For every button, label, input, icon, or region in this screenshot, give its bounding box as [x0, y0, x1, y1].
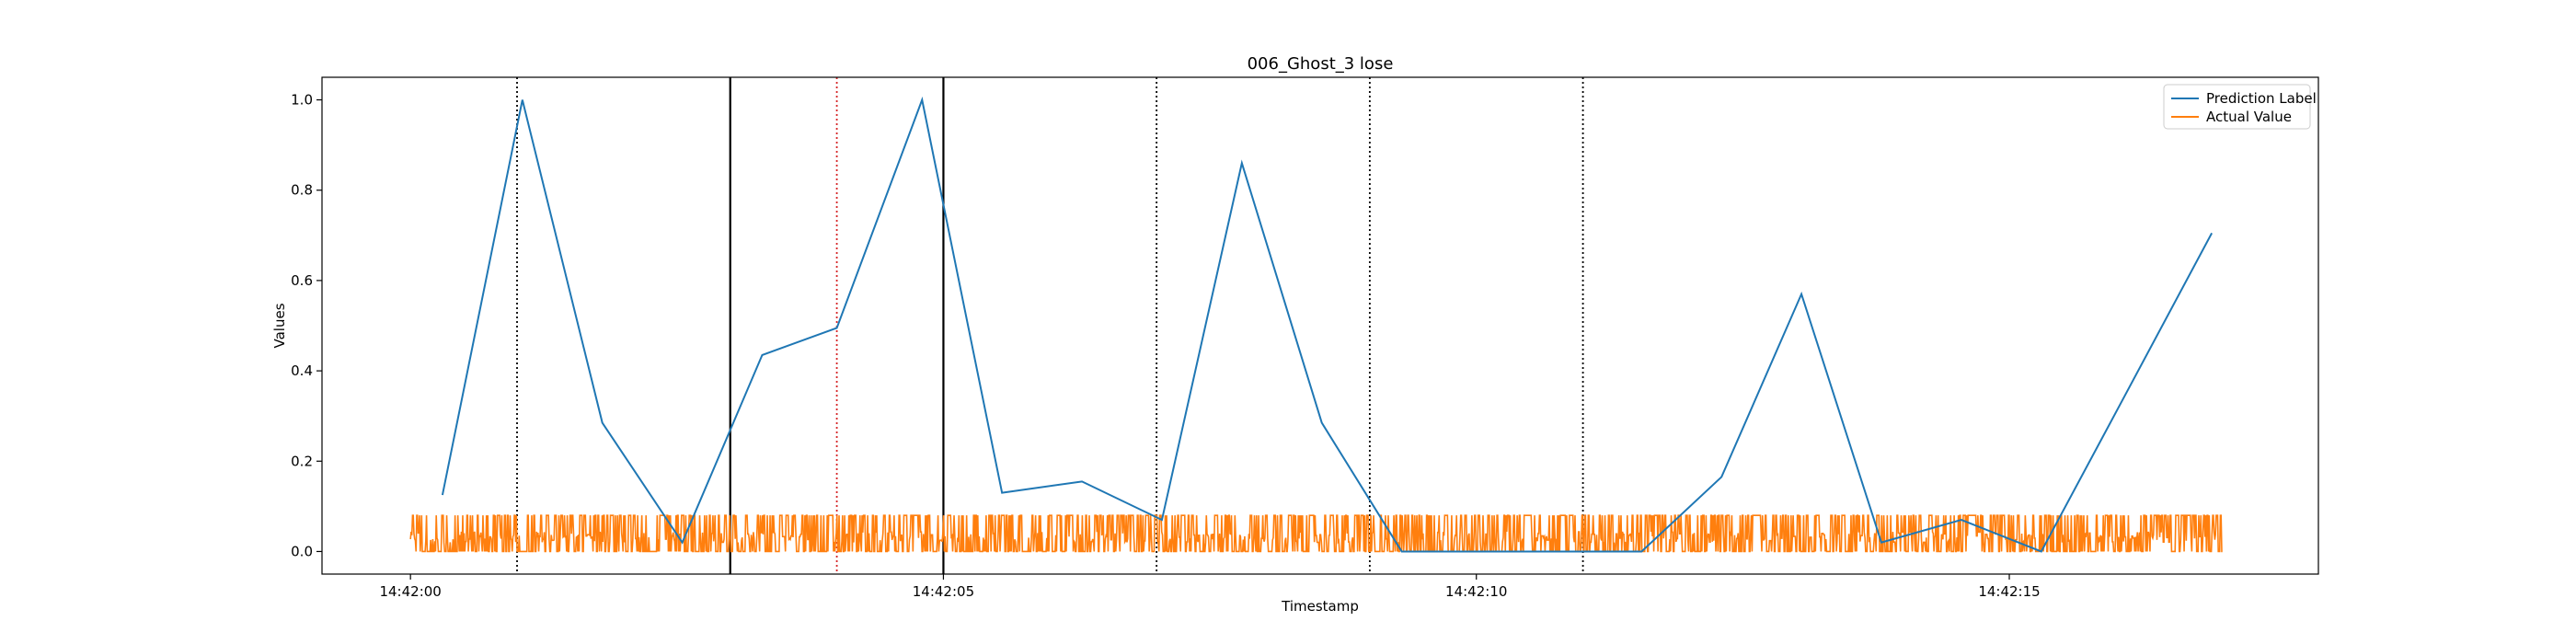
plot-frame — [321, 76, 2319, 575]
series-prediction-label — [441, 96, 2214, 553]
series-layer — [409, 96, 2223, 553]
x-tick-label: 14:42:10 — [1445, 583, 1507, 600]
y-tick-label: 0.2 — [291, 453, 313, 469]
y-axis: 0.0 0.2 0.4 0.6 0.8 1.0 — [291, 92, 322, 559]
y-tick-label: 0.0 — [291, 543, 313, 559]
y-axis-label: Values — [271, 303, 288, 348]
x-axis-label: Timestamp — [1281, 598, 1359, 615]
x-tick-label: 14:42:15 — [1978, 583, 2040, 600]
x-axis: 14:42:00 14:42:05 14:42:10 14:42:15 — [379, 574, 2041, 600]
legend-box — [2163, 84, 2311, 130]
y-tick-label: 1.0 — [291, 92, 313, 109]
series-actual-value — [409, 514, 2223, 553]
y-tick-label: 0.8 — [291, 182, 313, 199]
vertical-marker-lines — [516, 77, 1584, 574]
x-tick-label: 14:42:00 — [379, 583, 441, 600]
x-tick-label: 14:42:05 — [913, 583, 974, 600]
legend: Prediction Label Actual Value — [2163, 84, 2317, 130]
legend-label: Prediction Label — [2206, 90, 2317, 107]
legend-label: Actual Value — [2206, 109, 2292, 125]
chart-title: 006_Ghost_3 lose — [1248, 54, 1394, 74]
y-tick-label: 0.4 — [291, 362, 313, 379]
y-tick-label: 0.6 — [291, 272, 313, 289]
